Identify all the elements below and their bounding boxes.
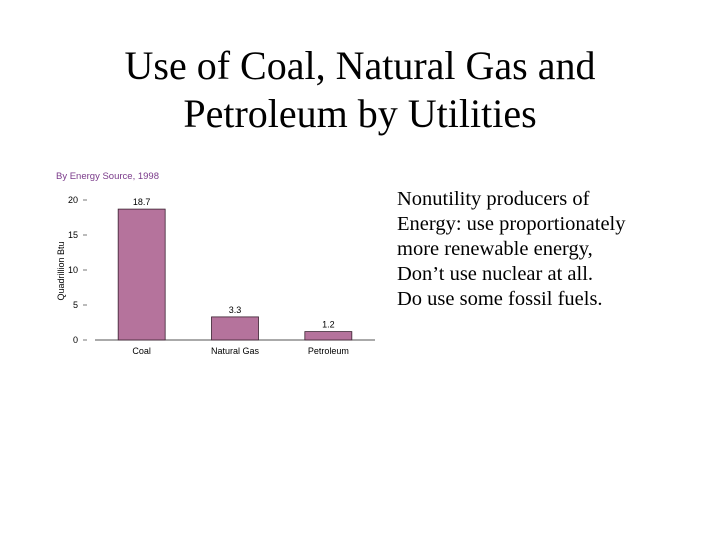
y-tick-label: 10: [68, 265, 78, 275]
plot-area: 0 5 10 15 20 18.7 Coal 3.3 Natural Gas 1.2 Petrole…: [68, 195, 375, 356]
slide-title-line-2: Petroleum by Utilities: [183, 91, 537, 136]
body-line-5: Do use some fossil fuels.: [397, 288, 603, 310]
bar-value-label: 18.7: [133, 197, 151, 207]
bar: [211, 316, 259, 341]
body-line-2: Energy: use proportionately: [397, 213, 626, 235]
slide-title-line-1: Use of Coal, Natural Gas and: [124, 43, 596, 88]
bar-value-label: 3.3: [229, 305, 242, 315]
body-line-4: Don’t use nuclear at all.: [397, 263, 594, 285]
y-tick-label: 0: [73, 335, 78, 345]
bar-value-label: 1.2: [322, 320, 335, 330]
chart-title: By Energy Source, 1998: [56, 171, 159, 182]
y-axis-label: Quadrillion Btu: [56, 241, 66, 300]
bar: [117, 208, 166, 341]
x-category-label: Petroleum: [308, 346, 349, 356]
y-tick-label: 15: [68, 230, 78, 240]
slide-title: Use of Coal, Natural Gas and Petroleum b…: [40, 42, 680, 138]
bar: [304, 331, 353, 341]
x-category-label: Natural Gas: [211, 346, 260, 356]
y-tick-label: 5: [73, 300, 78, 310]
y-tick-label: 20: [68, 195, 78, 205]
body-line-3: more renewable energy,: [397, 238, 593, 260]
body-line-1: Nonutility producers of: [397, 188, 590, 210]
bar-chart: By Energy Source, 1998 Quadrillion Btu 0…: [56, 171, 375, 356]
x-category-label: Coal: [132, 346, 151, 356]
body-text: Nonutility producers of Energy: use prop…: [397, 187, 707, 312]
